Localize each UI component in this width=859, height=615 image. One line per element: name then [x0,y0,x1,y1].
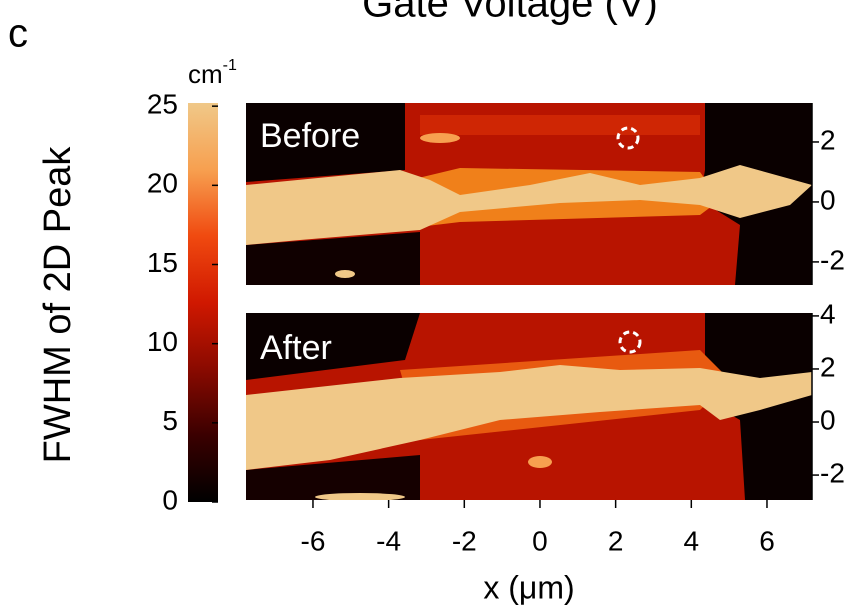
x-tick-label: 2 [608,525,624,556]
x-tick-label: -6 [301,525,326,556]
marker-circle [618,330,642,354]
y2-tick-label: 0 [820,404,836,435]
unit: cm [188,59,223,89]
x-tick-label: -4 [376,525,401,556]
x-axis-label: x (μm) [483,569,574,605]
x-tick-label: -2 [452,525,477,556]
chart-title: Gate Voltage (V) [362,0,658,26]
y2-tick-label: 4 [820,298,836,329]
y2-tick-label: -2 [820,457,845,488]
colorbar-unit: cm-1 [188,57,237,89]
marker-circle [616,126,640,150]
panel-title: After [260,329,332,367]
colorbar-tick-label: 10 [147,326,178,357]
panel-title: Before [260,117,360,155]
y2-tick-label: 0 [820,184,836,215]
y2-tick-label: 2 [820,351,836,382]
colorbar [188,103,218,502]
colorbar-label: FWHM of 2D Peak [37,146,79,464]
heatmap-after [246,313,812,500]
heatmap-before [246,103,812,285]
panel-label: c [8,12,28,56]
colorbar-tick-label: 15 [147,247,178,278]
x-tick-label: 4 [684,525,700,556]
colorbar-tick-label: 25 [147,89,178,120]
y2-tick-label: 2 [820,124,836,155]
unit-exponent: -1 [223,57,237,74]
colorbar-tick-label: 5 [162,405,178,436]
y2-tick-label: -2 [820,244,845,275]
colorbar-tick-label: 0 [162,484,178,515]
x-tick-label: 6 [759,525,775,556]
x-tick-label: 0 [532,525,548,556]
colorbar-tick-label: 20 [147,168,178,199]
